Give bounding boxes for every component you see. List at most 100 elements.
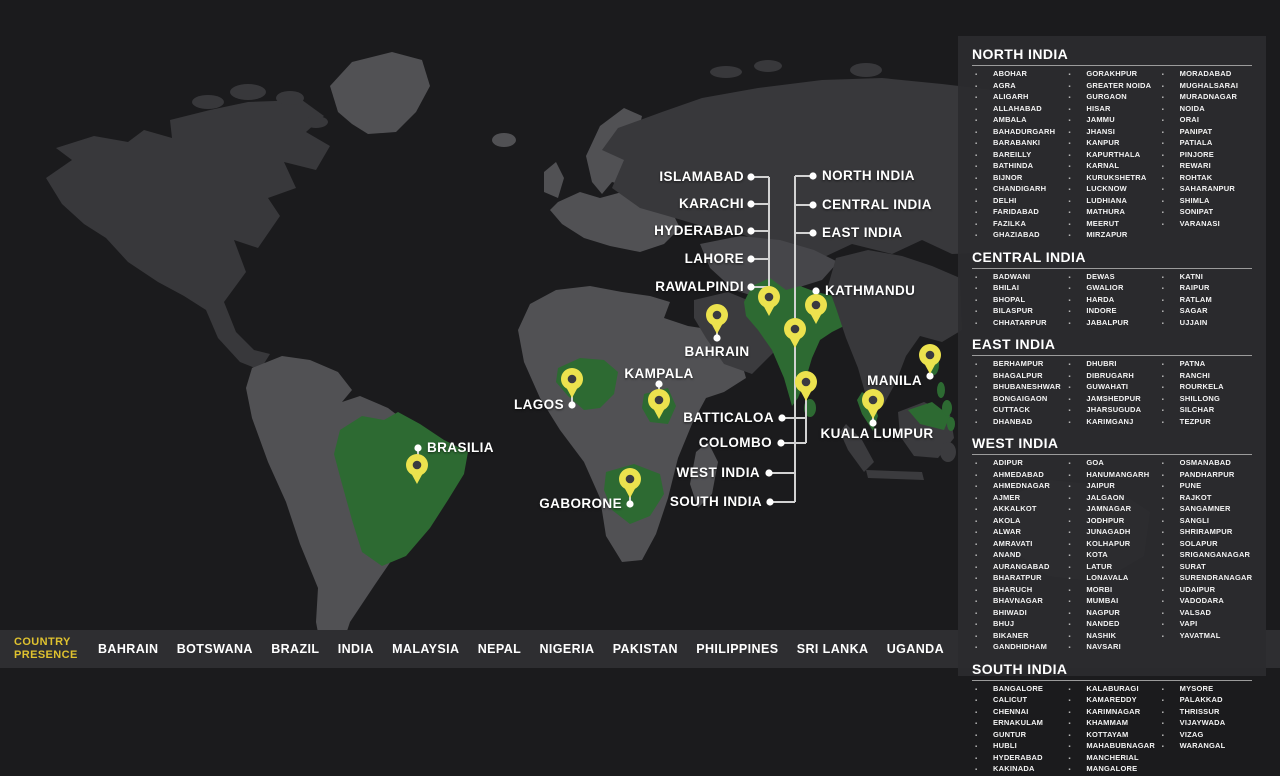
city-item: ▪ GURGAON — [1065, 92, 1158, 104]
map-pin-brasilia[interactable] — [406, 454, 428, 484]
city-name: MUMBAI — [1086, 596, 1119, 605]
bullet-icon: ▪ — [1161, 175, 1164, 182]
region-section-south-india: SOUTH INDIA ▪ BANGALORE ▪ CALICUT ▪ CHENNAI ▪ ER… — [972, 661, 1252, 776]
city-name: VADODARA — [1179, 596, 1225, 605]
map-pin-bahrain[interactable] — [706, 304, 728, 334]
bullet-icon: ▪ — [1068, 274, 1071, 281]
bullet-icon: ▪ — [1161, 210, 1164, 216]
city-item: ▪ KOTA — [1065, 550, 1158, 562]
city-name: JHANSI — [1086, 126, 1116, 136]
city-name: KALABURAGI — [1086, 683, 1139, 693]
city-item: ▪ BIJNOR — [972, 173, 1065, 185]
city-item: ▪ SAHARANPUR — [1159, 184, 1252, 196]
city-item: ▪ CHHATARPUR — [972, 318, 1065, 330]
city-item: ▪ JAMNAGAR — [1065, 504, 1158, 516]
city-item: ▪ RAJKOT — [1159, 493, 1252, 505]
country-item-sri-lanka[interactable]: SRI LANKA — [796, 642, 869, 656]
city-name: SANGLI — [1179, 515, 1210, 525]
country-item-nigeria[interactable]: NIGERIA — [539, 642, 595, 656]
city-name: BHAVNAGAR — [993, 596, 1043, 605]
map-pin-kampala[interactable] — [648, 389, 670, 419]
city-item: ▪ GWALIOR — [1065, 283, 1158, 295]
map-pin-manila[interactable] — [919, 344, 941, 374]
country-item-brazil[interactable]: BRAZIL — [271, 642, 320, 656]
map-pin-india[interactable] — [784, 318, 806, 348]
city-name: SILCHAR — [1179, 405, 1215, 414]
city-item: ▪ ADIPUR — [972, 458, 1065, 470]
label-manila: MANILA — [867, 373, 922, 388]
bullet-icon: ▪ — [1161, 152, 1164, 159]
city-name: AKKALKOT — [993, 504, 1037, 513]
city-item: ▪ HYDERABAD — [972, 753, 1065, 765]
city-item: ▪ GOA — [1065, 458, 1158, 470]
bullet-icon: ▪ — [1068, 484, 1071, 490]
country-item-malaysia[interactable]: MALAYSIA — [392, 642, 460, 656]
city-item: ▪ DIBRUGARH — [1065, 371, 1158, 383]
city-name: GWALIOR — [1086, 283, 1124, 292]
country-item-uganda[interactable]: UGANDA — [886, 642, 944, 656]
region-title: CENTRAL INDIA — [972, 249, 1252, 269]
city-name: HISAR — [1086, 103, 1111, 113]
bullet-icon: ▪ — [1068, 587, 1071, 594]
bullet-icon: ▪ — [1068, 744, 1071, 750]
city-name: JODHPUR — [1086, 515, 1125, 525]
city-item: ▪ ROHTAK — [1159, 173, 1252, 185]
country-brazil-highlight — [334, 412, 468, 566]
region-title: WEST INDIA — [972, 435, 1252, 455]
city-item: ▪ ROURKELA — [1159, 382, 1252, 394]
city-name: GREATER NOIDA — [1086, 80, 1152, 90]
label-batticaloa: BATTICALOA — [683, 410, 774, 425]
city-name: ROHTAK — [1179, 172, 1213, 182]
bullet-icon: ▪ — [975, 95, 978, 101]
city-name: AMBALA — [993, 115, 1027, 124]
arctic-island — [850, 63, 882, 77]
bullet-icon: ▪ — [975, 152, 978, 159]
city-name: BHILAI — [993, 283, 1020, 292]
city-item: ▪ KURUKSHETRA — [1065, 173, 1158, 185]
bullet-icon: ▪ — [1161, 507, 1164, 513]
country-item-bahrain[interactable]: BAHRAIN — [98, 642, 159, 656]
city-name: BHOPAL — [993, 294, 1026, 304]
city-item: ▪ SHILLONG — [1159, 394, 1252, 406]
bullet-icon: ▪ — [1068, 755, 1071, 762]
map-pin-lagos[interactable] — [561, 368, 583, 398]
city-item: ▪ KOTTAYAM — [1065, 730, 1158, 742]
city-item: ▪ SANGLI — [1159, 516, 1252, 528]
city-name: VIZAG — [1179, 729, 1204, 739]
label-lahore: LAHORE — [684, 251, 744, 266]
country-item-india[interactable]: INDIA — [337, 642, 374, 656]
bullet-icon: ▪ — [1068, 164, 1071, 170]
bullet-icon: ▪ — [1161, 744, 1164, 750]
city-item: ▪ HISAR — [1065, 104, 1158, 116]
country-item-pakistan[interactable]: PAKISTAN — [612, 642, 678, 656]
bullet-icon: ▪ — [975, 518, 978, 525]
city-item: ▪ AGRA — [972, 81, 1065, 93]
city-name: SHIMLA — [1179, 195, 1210, 205]
country-item-nepal[interactable]: NEPAL — [477, 642, 522, 656]
map-pin-kuala-lumpur[interactable] — [862, 389, 884, 419]
map-pin-sri-lanka[interactable] — [795, 371, 817, 401]
bullet-icon: ▪ — [1068, 141, 1071, 147]
city-name: JHARSUGUDA — [1086, 405, 1142, 414]
bullet-icon: ▪ — [1161, 530, 1164, 536]
country-item-botswana[interactable]: BOTSWANA — [176, 642, 253, 656]
bullet-icon: ▪ — [1068, 686, 1071, 693]
map-pin-pakistan[interactable] — [758, 286, 780, 316]
city-item: ▪ AHMEDABAD — [972, 470, 1065, 482]
city-name: KAPURTHALA — [1086, 149, 1141, 159]
bullet-icon: ▪ — [975, 564, 978, 571]
city-item: ▪ GUNTUR — [972, 730, 1065, 742]
bullet-icon: ▪ — [1161, 587, 1164, 594]
city-name: SONIPAT — [1179, 207, 1214, 216]
map-pin-gaborone[interactable] — [619, 468, 641, 498]
city-name: VAPI — [1179, 619, 1198, 628]
city-item: ▪ SRIGANGANAGAR — [1159, 550, 1252, 562]
city-item: ▪ KARIMGANJ — [1065, 417, 1158, 429]
bullet-icon: ▪ — [975, 721, 978, 727]
map-pin-nepal[interactable] — [805, 294, 827, 324]
bullet-icon: ▪ — [1161, 732, 1164, 739]
label-karachi: KARACHI — [678, 196, 744, 211]
city-name: AKOLA — [993, 515, 1021, 525]
country-item-philippines[interactable]: PHILIPPINES — [696, 642, 779, 656]
bullet-icon: ▪ — [975, 408, 978, 414]
